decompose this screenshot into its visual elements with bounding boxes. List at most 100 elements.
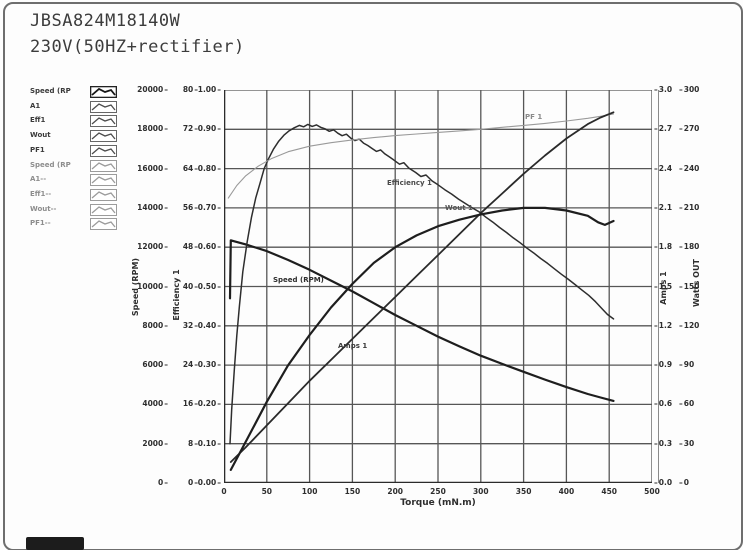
x-axis-tick: 150 — [344, 487, 361, 496]
x-axis-tick: 250 — [430, 487, 446, 496]
legend-icon-curve — [91, 176, 116, 184]
amps-axis-tick: 1.2 — [654, 321, 678, 331]
legend-curve-icon — [90, 159, 117, 172]
legend-item-label: Speed (RP — [30, 160, 71, 169]
legend-icon-curve — [91, 147, 116, 155]
curve-annotation-wout-1: Wout 1 — [445, 204, 473, 212]
watts-axis-tick: 90 — [679, 360, 707, 370]
legend-icon-curve — [91, 220, 116, 228]
pf-axis-tick: 0.70 — [195, 203, 221, 213]
curve-legend: Speed (RP A1 Eff1 Wout PF1 Speed (RP A1-- Eff1-… — [28, 86, 128, 238]
pf-axis-tick: 0.00 — [195, 478, 221, 488]
legend-item-label: PF1 — [30, 145, 45, 154]
pf-axis-tick: 0.20 — [195, 399, 221, 409]
x-axis-tick: 450 — [601, 487, 618, 496]
efficiency-axis-tick: 24 — [176, 360, 198, 370]
legend-curve-icon — [90, 188, 117, 201]
efficiency-axis-tick: 40 — [176, 282, 198, 292]
plot-area — [224, 90, 652, 483]
speed-axis-tick: 20000 — [128, 85, 168, 95]
legend-icon-frame — [90, 203, 117, 216]
watts-axis-tick: 150 — [679, 282, 707, 292]
pf-axis-tick: 0.90 — [195, 124, 221, 134]
watts-axis-tick: 300 — [679, 85, 707, 95]
curve-pf-1 — [227, 113, 615, 199]
watts-axis-tick: 270 — [679, 124, 707, 134]
title-block: JBSA824M18140W 230V(50HZ+rectifier) — [30, 8, 245, 60]
efficiency-axis-tick: 16 — [176, 399, 198, 409]
legend-icon-curve — [91, 102, 116, 111]
legend-item-wout[interactable]: Wout — [28, 130, 128, 144]
legend-curve-icon — [90, 174, 117, 187]
legend-item-label: PF1-- — [30, 219, 51, 228]
amps-axis-tick: 0.0 — [654, 478, 678, 488]
legend-item-eff1-[interactable]: Eff1-- — [28, 188, 128, 203]
legend-icon-curve — [91, 161, 116, 169]
curve-efficiency-1 — [229, 123, 615, 445]
legend-item-label: Wout — [30, 131, 51, 140]
legend-icon-frame — [90, 188, 117, 201]
watts-axis-tick: 210 — [679, 203, 707, 213]
speed-axis-tick: 16000 — [128, 164, 168, 174]
legend-icon-frame — [90, 218, 117, 231]
amps-axis-tick: 0.9 — [654, 360, 678, 370]
efficiency-axis-title: Efficiency 1 — [172, 269, 181, 321]
legend-item-wout-[interactable]: Wout-- — [28, 203, 128, 218]
x-axis-tick: 200 — [387, 487, 404, 496]
speed-axis-tick: 10000 — [128, 282, 168, 292]
amps-axis-tick: 0.6 — [654, 399, 678, 409]
efficiency-axis-tick: 48 — [176, 242, 198, 252]
speed-axis-tick: 18000 — [128, 124, 168, 134]
curve-speed-rpm- — [228, 239, 615, 402]
watts-axis-tick: 60 — [679, 399, 707, 409]
speed-axis-tick: 2000 — [128, 439, 168, 449]
amps-axis-tick: 1.5 — [654, 282, 678, 292]
legend-curve-icon — [90, 203, 117, 216]
curve-amps-1 — [229, 111, 615, 463]
legend-icon-curve — [91, 117, 116, 125]
amps-axis-title: Amps 1 — [659, 271, 668, 305]
legend-curve-icon — [90, 86, 117, 98]
legend-item-pf1-[interactable]: PF1-- — [28, 218, 128, 232]
legend-item-speed-rp[interactable]: Speed (RP — [28, 86, 128, 100]
speed-axis-tick: 8000 — [128, 321, 168, 331]
amps-axis-tick: 2.4 — [654, 164, 678, 174]
amps-axis-tick: 1.8 — [654, 242, 678, 252]
amps-axis-tick: 2.1 — [654, 203, 678, 213]
legend-item-pf1[interactable]: PF1 — [28, 144, 128, 159]
legend-curve-icon — [90, 115, 117, 128]
legend-curve-icon — [90, 130, 117, 143]
efficiency-axis-tick: 0 — [176, 478, 198, 488]
legend-icon-frame — [90, 115, 117, 128]
x-axis-tick: 0 — [221, 487, 227, 496]
legend-item-a1-[interactable]: A1-- — [28, 174, 128, 188]
pf-axis-tick: 0.30 — [195, 360, 221, 370]
legend-item-speed-rp[interactable]: Speed (RP — [28, 159, 128, 174]
amps-axis-tick: 3.0 — [654, 85, 678, 95]
legend-item-label: A1-- — [30, 175, 47, 184]
legend-item-label: Eff1 — [30, 116, 46, 125]
watts-axis-tick: 0 — [679, 478, 707, 488]
efficiency-axis-tick: 80 — [176, 85, 198, 95]
curve-wout-1 — [229, 206, 615, 471]
speed-axis-title: Speed (RPM) — [131, 257, 140, 317]
speed-axis-tick: 0 — [128, 478, 168, 488]
legend-item-label: Speed (RP — [30, 87, 71, 95]
chart-title-model: JBSA824M18140W — [30, 11, 181, 31]
legend-curve-icon — [90, 100, 117, 113]
legend-item-a1[interactable]: A1 — [28, 100, 128, 115]
pf-axis-tick: 0.60 — [195, 242, 221, 252]
legend-icon-curve — [91, 87, 116, 96]
legend-icon-frame — [90, 174, 117, 187]
pf-axis-tick: 0.40 — [195, 321, 221, 331]
speed-axis-tick: 6000 — [128, 360, 168, 370]
x-axis-title: Torque (mN.m) — [400, 498, 476, 508]
legend-icon-curve — [91, 132, 116, 140]
pf-axis-tick: 1.00 — [195, 85, 221, 95]
legend-item-label: A1 — [30, 101, 41, 110]
legend-icon-curve — [91, 205, 116, 214]
legend-icon-frame — [90, 130, 117, 143]
efficiency-axis-tick: 64 — [176, 164, 198, 174]
legend-item-eff1[interactable]: Eff1 — [28, 115, 128, 129]
